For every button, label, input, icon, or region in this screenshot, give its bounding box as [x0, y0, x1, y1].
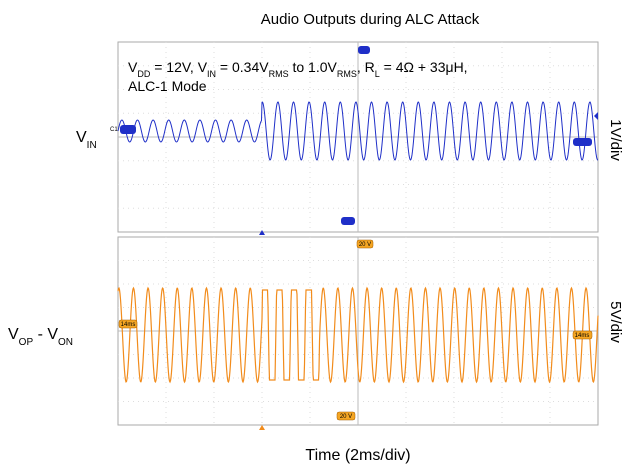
channel-tag: C1	[110, 127, 118, 133]
tag	[336, 411, 356, 421]
text-run: - V	[33, 326, 58, 343]
x-label: Time (2ms/div)	[305, 447, 410, 464]
marker	[341, 217, 355, 225]
tag	[572, 330, 593, 340]
bottom-scale: 5V/div	[607, 301, 624, 343]
tag-text: 14ms	[121, 322, 136, 328]
subscript: IN	[207, 69, 216, 79]
vout-waveform	[117, 286, 599, 384]
marker	[259, 230, 265, 235]
conditions: VDD = 12V, VIN = 0.34VRMS to 1.0VRMS, RL…	[128, 59, 468, 79]
tag	[118, 319, 138, 329]
marker	[594, 112, 598, 120]
grid	[118, 42, 598, 425]
subscript: IN	[87, 140, 97, 151]
text-run: = 0.34V	[216, 59, 269, 75]
tag-text: 20 V	[359, 242, 371, 248]
subscript: DD	[137, 69, 150, 79]
text-run: = 12V, V	[150, 59, 207, 75]
subscript: RMS	[337, 69, 357, 79]
mode: ALC-1 Mode	[128, 78, 207, 94]
marker	[120, 125, 136, 134]
title: Audio Outputs during ALC Attack	[261, 11, 480, 28]
subscript: RMS	[269, 69, 289, 79]
tag-text: 20 V	[340, 414, 352, 420]
vin-waveform	[117, 101, 599, 161]
vout-label: VOP - VON	[8, 326, 73, 348]
marker	[259, 425, 265, 430]
vin-label: VIN	[76, 129, 97, 151]
tag-text: 14ms	[575, 333, 590, 339]
text-run: to 1.0V	[289, 59, 338, 75]
text-run: , R	[357, 59, 375, 75]
text-run: V	[128, 59, 138, 75]
marker	[573, 138, 592, 146]
subscript: OP	[19, 337, 34, 348]
text-run: = 4Ω + 33μH,	[380, 59, 468, 75]
text-run: V	[76, 129, 87, 146]
subscript: L	[375, 69, 380, 79]
tag	[356, 239, 374, 249]
text-run: V	[8, 326, 19, 343]
marker	[358, 46, 370, 54]
top-scale: 1V/div	[607, 119, 624, 161]
subscript: ON	[58, 337, 73, 348]
